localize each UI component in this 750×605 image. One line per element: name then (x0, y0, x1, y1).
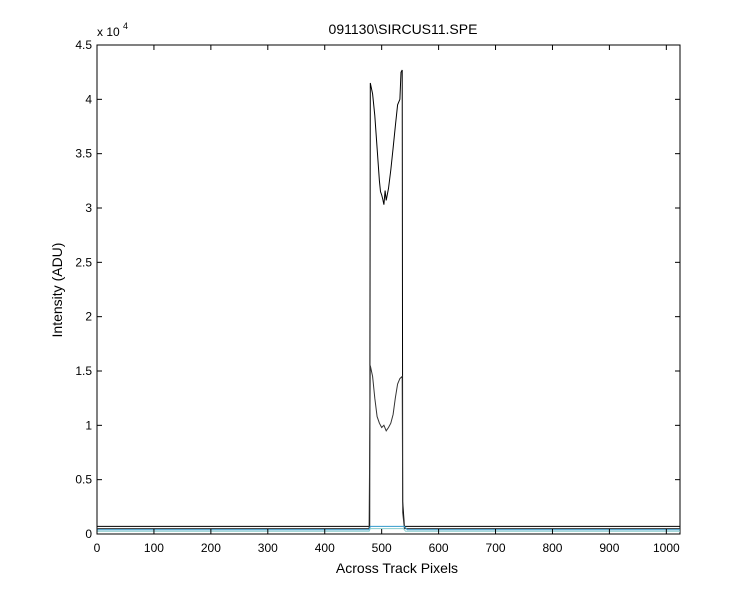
x-tick-label: 300 (258, 541, 278, 555)
x-axis-ticks: 0 100 200 300 400 500 600 700 800 900 1000 (94, 45, 680, 555)
y-exponent-power: 4 (123, 21, 128, 31)
y-tick-label: 2 (85, 310, 92, 324)
y-tick-label: 3 (85, 201, 92, 215)
chart-title: 091130\SIRCUS11.SPE (329, 21, 478, 37)
plot-area (96, 44, 681, 535)
x-tick-label: 1000 (653, 541, 680, 555)
y-tick-label: 4.5 (75, 38, 92, 52)
series-line-4 (97, 528, 680, 532)
y-tick-label: 4 (85, 92, 92, 106)
y-tick-label: 3.5 (75, 147, 92, 161)
series-layer (97, 69, 680, 532)
x-tick-label: 800 (542, 541, 562, 555)
x-tick-label: 600 (429, 541, 449, 555)
x-tick-label: 400 (315, 541, 335, 555)
x-tick-label: 500 (372, 541, 392, 555)
series-line-3 (97, 525, 680, 531)
x-tick-label: 0 (94, 541, 101, 555)
y-tick-label: 2.5 (75, 255, 92, 269)
y-exponent-label: x 10 (97, 25, 120, 39)
x-axis-label: Across Track Pixels (336, 560, 458, 576)
y-tick-label: 1.5 (75, 364, 92, 378)
y-axis-ticks: 0 0.5 1 1.5 2 2.5 3 3.5 4 4.5 (75, 38, 680, 541)
y-tick-label: 0 (85, 527, 92, 541)
x-tick-label: 100 (144, 541, 164, 555)
x-tick-label: 700 (486, 541, 506, 555)
y-axis-label: Intensity (ADU) (49, 243, 65, 338)
series-line-2 (97, 365, 680, 530)
y-tick-label: 1 (85, 418, 92, 432)
series-line-1 (97, 69, 680, 529)
x-tick-label: 200 (201, 541, 221, 555)
y-tick-label: 0.5 (75, 473, 92, 487)
x-tick-label: 900 (599, 541, 619, 555)
